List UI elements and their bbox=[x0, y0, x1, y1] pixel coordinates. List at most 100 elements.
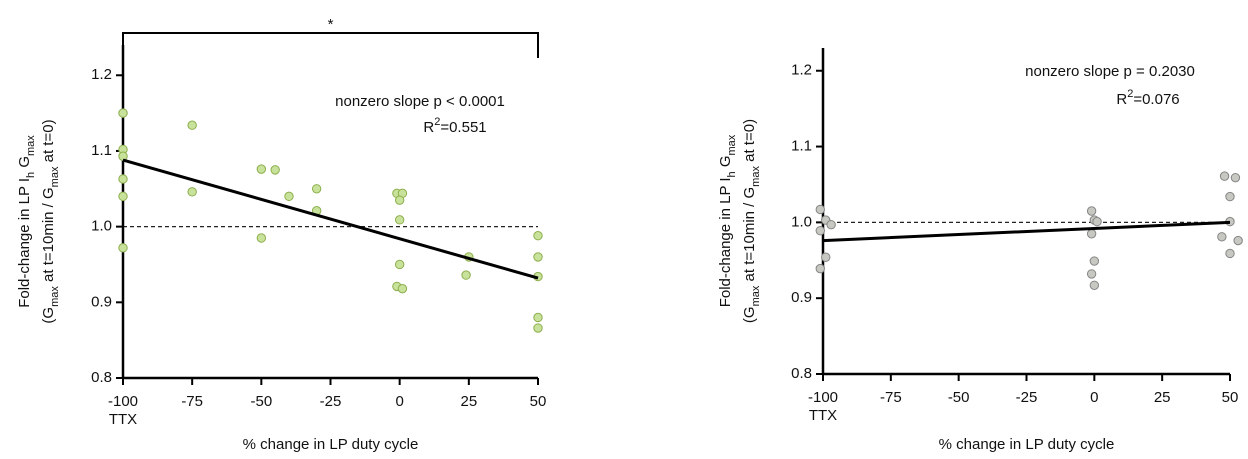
x-tick-label: -50 bbox=[250, 393, 272, 410]
x-tick-label: -100 bbox=[808, 389, 838, 406]
data-point bbox=[311, 184, 322, 194]
data-point bbox=[256, 233, 267, 243]
x-axis-label: % change in LP duty cycle bbox=[243, 436, 419, 453]
data-point bbox=[1225, 248, 1235, 259]
annotation: nonzero slope p < 0.0001 bbox=[335, 93, 505, 110]
data-point bbox=[118, 108, 128, 118]
y-tick-label: 1.2 bbox=[91, 66, 112, 83]
data-point bbox=[187, 120, 197, 130]
y-tick-label: 1.0 bbox=[791, 213, 812, 230]
data-point bbox=[1233, 235, 1243, 246]
fit-line bbox=[822, 220, 1231, 243]
data-point bbox=[1092, 216, 1102, 227]
text-part: =0.551 bbox=[440, 119, 486, 136]
data-point bbox=[815, 226, 825, 236]
data-point bbox=[533, 252, 543, 262]
y-tick-label: 0.8 bbox=[791, 365, 812, 382]
text-part: R bbox=[1116, 91, 1127, 108]
text-part: (G bbox=[40, 307, 57, 324]
y-tick-label: 1.0 bbox=[91, 218, 112, 235]
fit-line bbox=[122, 158, 539, 280]
x-tick-label: -75 bbox=[880, 389, 902, 406]
data-point bbox=[118, 151, 128, 161]
data-point bbox=[397, 283, 408, 294]
significance-bracket bbox=[122, 32, 539, 58]
x-tick-label: 0 bbox=[1090, 389, 1098, 406]
text-part: max bbox=[49, 286, 61, 307]
y-tick-label: 1.1 bbox=[91, 142, 112, 159]
x-tick-label: -25 bbox=[1016, 389, 1038, 406]
data-point bbox=[461, 270, 471, 280]
text-part: max bbox=[750, 285, 762, 306]
y-tick-label: 1.1 bbox=[791, 138, 812, 155]
text-part: at t=10min / G bbox=[741, 187, 758, 286]
rich-text: R2=0.551 bbox=[423, 116, 486, 136]
text-part: Fold-change in LP I bbox=[16, 178, 33, 308]
text-part: max bbox=[750, 166, 762, 187]
rich-text: R2=0.076 bbox=[1116, 88, 1179, 108]
text-part: max bbox=[25, 135, 37, 156]
data-point bbox=[118, 174, 128, 184]
text-part: 2 bbox=[434, 116, 440, 128]
data-point bbox=[815, 263, 825, 274]
data-point bbox=[821, 252, 831, 262]
data-point bbox=[1086, 229, 1097, 239]
x-tick-label: -25 bbox=[320, 393, 342, 410]
data-point bbox=[826, 219, 836, 230]
y-tick-label: 1.2 bbox=[791, 62, 812, 79]
data-point bbox=[270, 165, 280, 175]
y-tick-label: 0.8 bbox=[91, 369, 112, 386]
data-point bbox=[815, 204, 825, 215]
x-annotation: TTX bbox=[809, 407, 837, 424]
text-part: max bbox=[49, 166, 61, 187]
data-point bbox=[394, 215, 405, 225]
x-tick-label: 50 bbox=[530, 393, 547, 410]
text-part: Fold-change in LP I bbox=[717, 177, 734, 307]
x-tick-label: -100 bbox=[108, 393, 138, 410]
text-part: h bbox=[726, 171, 738, 177]
y-tick-label: 0.9 bbox=[91, 293, 112, 310]
y-tick-label: 0.9 bbox=[791, 289, 812, 306]
data-point bbox=[533, 231, 543, 241]
x-annotation: TTX bbox=[109, 411, 137, 428]
text-part: (G bbox=[741, 306, 758, 323]
data-point bbox=[394, 195, 405, 205]
data-point bbox=[1230, 172, 1241, 183]
x-axis-label: % change in LP duty cycle bbox=[939, 436, 1115, 453]
rich-text: Fold-change in LP Ih Gmax bbox=[717, 134, 738, 307]
data-point bbox=[1089, 256, 1100, 266]
x-tick-label: -50 bbox=[948, 389, 970, 406]
x-tick-label: 0 bbox=[395, 393, 403, 410]
data-point bbox=[1089, 280, 1100, 290]
data-point bbox=[118, 191, 128, 202]
text-part: max bbox=[726, 134, 738, 155]
text-part: G bbox=[717, 156, 734, 172]
significance-marker: * bbox=[328, 16, 334, 33]
data-point bbox=[394, 259, 405, 270]
data-point bbox=[533, 312, 543, 323]
text-part: G bbox=[16, 156, 33, 172]
data-point bbox=[256, 164, 267, 174]
text-part: at t=0) bbox=[741, 119, 758, 166]
rich-text: Fold-change in LP Ih Gmax bbox=[16, 135, 37, 308]
text-part: at t=0) bbox=[40, 119, 57, 166]
data-point bbox=[187, 187, 197, 197]
rich-text: (Gmax at t=10min / Gmax at t=0) bbox=[40, 119, 61, 323]
rich-text: (Gmax at t=10min / Gmax at t=0) bbox=[741, 119, 762, 323]
data-point bbox=[1219, 171, 1230, 181]
data-point bbox=[533, 323, 543, 333]
annotation: nonzero slope p = 0.2030 bbox=[1025, 63, 1195, 80]
data-point bbox=[1217, 232, 1227, 242]
text-part: =0.076 bbox=[1133, 91, 1179, 108]
data-point bbox=[118, 243, 128, 253]
text-part: 2 bbox=[1127, 88, 1133, 100]
data-point bbox=[1225, 191, 1235, 202]
x-tick-label: 25 bbox=[1154, 389, 1171, 406]
text-part: at t=10min / G bbox=[40, 187, 57, 286]
data-point bbox=[1086, 206, 1097, 216]
x-tick-label: -75 bbox=[181, 393, 203, 410]
data-point bbox=[284, 191, 294, 202]
x-tick-label: 25 bbox=[460, 393, 477, 410]
text-part: R bbox=[423, 119, 434, 136]
